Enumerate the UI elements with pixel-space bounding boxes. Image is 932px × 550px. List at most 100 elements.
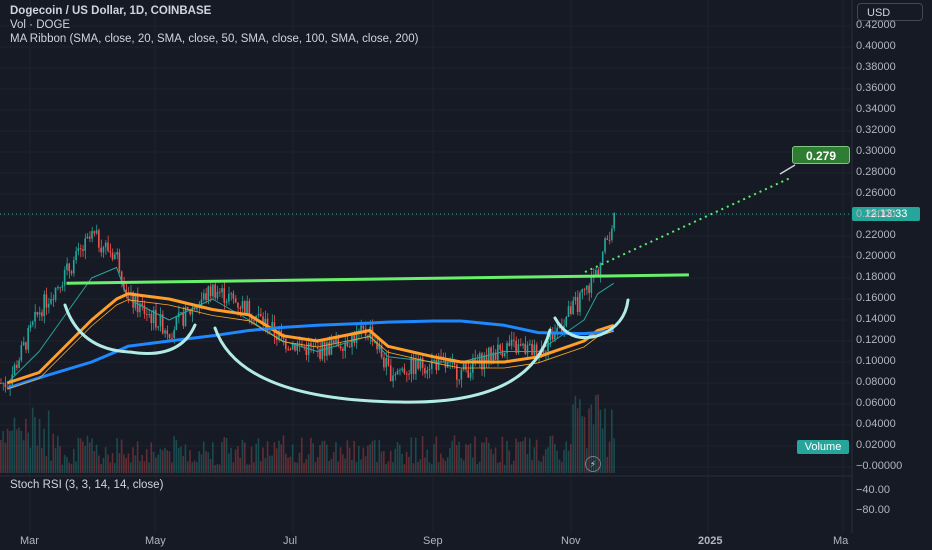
last-price-countdown-tag: 12:13:33	[852, 207, 920, 221]
volume-bar	[355, 462, 358, 473]
candle-body	[494, 352, 497, 360]
y-tick-label: −0.00000	[856, 460, 903, 472]
volume-bar	[606, 456, 609, 473]
candle-body	[328, 342, 330, 355]
volume-bar	[82, 441, 84, 473]
volume-bar	[168, 451, 171, 473]
candle-body	[300, 343, 303, 347]
candle-body	[15, 364, 18, 368]
volume-bar	[118, 453, 121, 473]
volume-bar	[2, 430, 4, 473]
candle-body	[380, 345, 383, 358]
volume-legend[interactable]: Vol · DOGE	[10, 19, 71, 31]
volume-bar	[31, 407, 34, 473]
ma-line	[6, 292, 615, 385]
volume-bar	[205, 451, 207, 473]
volume-bar	[449, 447, 451, 473]
volume-bar	[141, 454, 143, 473]
candle-body	[70, 271, 73, 274]
candle-body	[232, 293, 235, 299]
volume-bar	[508, 450, 511, 473]
y-tick-label: 0.40000	[856, 40, 896, 52]
candle-body	[155, 309, 157, 328]
candle-body	[508, 343, 511, 346]
volume-bar	[177, 447, 180, 473]
volume-bar	[524, 436, 526, 473]
volume-bar	[437, 461, 440, 473]
volume-bar	[531, 459, 533, 473]
symbol-title[interactable]: Dogecoin / US Dollar, 1D, COINBASE	[10, 5, 212, 17]
target-projection-line	[584, 177, 791, 273]
target-price-label[interactable]: 0.279	[792, 146, 850, 164]
candle-body	[114, 254, 116, 260]
volume-bar	[310, 437, 312, 473]
volume-bar	[570, 443, 572, 473]
volume-bar	[597, 394, 599, 473]
volume-bar	[330, 458, 333, 473]
candle-body	[107, 242, 109, 252]
candle-body	[100, 247, 102, 253]
volume-bar	[540, 461, 542, 473]
candle-body	[460, 369, 463, 380]
candle-body	[590, 276, 593, 293]
volume-bar	[275, 448, 278, 473]
volume-bar	[257, 438, 260, 473]
volume-bar	[476, 464, 479, 473]
volume-bar	[246, 464, 248, 473]
time-axis[interactable]: Mar May Jul Sep Nov 2025 Ma	[0, 533, 852, 550]
candle-body	[503, 353, 506, 357]
candle-body	[61, 285, 64, 288]
volume-bar	[474, 436, 476, 473]
volume-bar	[54, 447, 57, 473]
volume-bar	[280, 444, 283, 473]
candle-body	[241, 301, 244, 309]
candle-body	[387, 358, 390, 366]
volume-bar	[487, 442, 490, 473]
candle-body	[433, 360, 435, 362]
volume-bar	[250, 446, 253, 473]
candle-body	[189, 309, 191, 315]
price-axis[interactable]: 0.42000 0.40000 0.38000 0.36000 0.34000 0.320…	[852, 0, 932, 533]
volume-bar	[399, 444, 401, 473]
volume-bar	[346, 440, 349, 473]
stoch-rsi-legend[interactable]: Stoch RSI (3, 3, 14, 14, close)	[10, 479, 164, 491]
candle-body	[237, 302, 239, 308]
volume-bar	[287, 457, 289, 473]
candle-body	[533, 344, 536, 356]
candle-body	[216, 291, 219, 298]
volume-bar	[469, 443, 472, 473]
currency-button[interactable]: USD	[857, 3, 923, 21]
handle-curve	[553, 298, 630, 340]
volume-bar	[88, 442, 91, 473]
candle-body	[186, 306, 189, 310]
volume-bar	[367, 445, 369, 473]
volume-bar	[412, 463, 415, 473]
candle-body	[109, 251, 112, 253]
volume-bar	[68, 462, 70, 473]
candle-body	[547, 340, 549, 352]
candle-body	[576, 296, 579, 313]
volume-bar	[255, 443, 257, 473]
candle-body	[52, 299, 55, 301]
lightning-bolt-icon[interactable]: ⚡	[585, 456, 601, 472]
candle-body	[134, 295, 137, 308]
volume-bar	[357, 445, 360, 473]
volume-bar	[513, 460, 515, 473]
y-tick-label: 0.34000	[856, 103, 896, 115]
candle-body	[207, 286, 210, 301]
candle-body	[102, 247, 105, 253]
volume-bar	[186, 461, 189, 473]
volume-bar	[405, 451, 408, 473]
volume-bar	[91, 438, 93, 473]
candle-body	[161, 314, 164, 334]
ma-ribbon-legend[interactable]: MA Ribbon (SMA, close, 20, SMA, close, 5…	[10, 33, 419, 45]
volume-bar	[499, 461, 501, 473]
volume-bar	[22, 440, 25, 473]
candle-body	[499, 344, 501, 350]
candle-body	[408, 373, 410, 375]
x-tick-label: Nov	[561, 535, 581, 547]
candle-body	[118, 252, 121, 272]
candle-body	[111, 252, 114, 260]
volume-bar	[339, 447, 342, 473]
